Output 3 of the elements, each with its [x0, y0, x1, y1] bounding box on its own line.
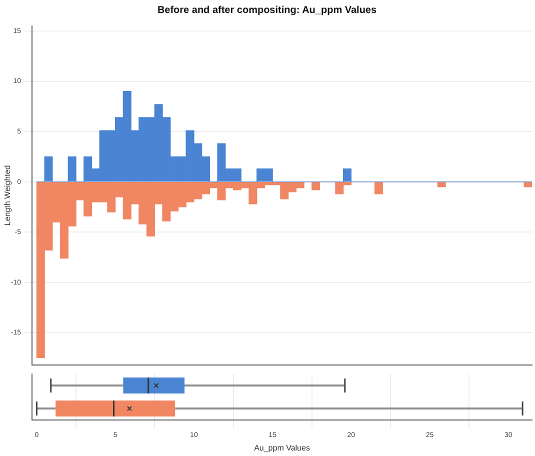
- chart-title: Before and after compositing: Au_ppm Values: [157, 4, 377, 16]
- y-axis-title: Length Weighted: [3, 165, 12, 226]
- x-axis-title: Au_ppm Values: [254, 443, 310, 452]
